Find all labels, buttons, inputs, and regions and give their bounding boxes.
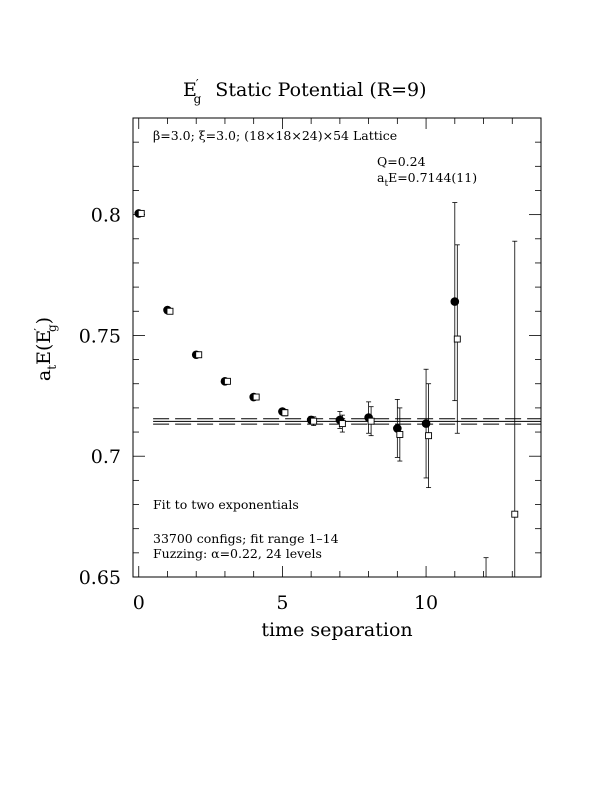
x-tick-labels: 0 5 10	[133, 592, 438, 614]
lattice-annotation: β=3.0; ξ=3.0; (18×18×24)×54 Lattice	[153, 128, 397, 143]
data-series	[134, 202, 519, 592]
data-point	[166, 307, 174, 315]
data-point	[310, 417, 318, 425]
chart-title: E′ g Static Potential (R=9)	[183, 77, 427, 106]
y-tick-labels: 0.65 0.7 0.75 0.8	[79, 205, 121, 589]
fit-band	[153, 418, 541, 425]
y-tick-label: 0.75	[79, 325, 121, 347]
data-point	[195, 351, 203, 359]
data-point	[367, 417, 375, 425]
data-point	[450, 297, 460, 306]
configs-annotation: 33700 configs; fit range 1–14	[153, 531, 339, 546]
series-open-square	[137, 209, 519, 592]
x-tick-label: 10	[414, 592, 438, 614]
x-axis-label: time separation	[261, 619, 412, 641]
data-point	[223, 377, 231, 385]
y-tick-label: 0.65	[79, 567, 121, 589]
data-point	[396, 431, 404, 438]
x-tick-label: 5	[276, 592, 288, 614]
data-point	[425, 432, 433, 440]
data-point	[511, 510, 519, 518]
series-filled-circle	[134, 202, 460, 479]
y-axis-label: atE(E′g)	[32, 317, 59, 381]
axis-ticks	[133, 117, 542, 578]
fuzzing-annotation: Fuzzing: α=0.22, 24 levels	[153, 546, 322, 561]
data-point	[252, 393, 260, 401]
data-point	[421, 419, 431, 428]
y-tick-label: 0.7	[91, 446, 121, 468]
data-point	[483, 586, 489, 592]
q-annotation: Q=0.24	[377, 154, 426, 169]
fit-type-annotation: Fit to two exponentials	[153, 497, 299, 512]
data-point	[338, 420, 346, 428]
data-point	[281, 409, 289, 417]
plot-frame	[132, 117, 542, 578]
data-point	[453, 335, 461, 343]
data-point	[137, 209, 145, 217]
y-tick-label: 0.8	[91, 205, 121, 227]
energy-annotation: atE=0.7144(11)	[377, 170, 477, 189]
x-tick-label: 0	[133, 592, 145, 614]
